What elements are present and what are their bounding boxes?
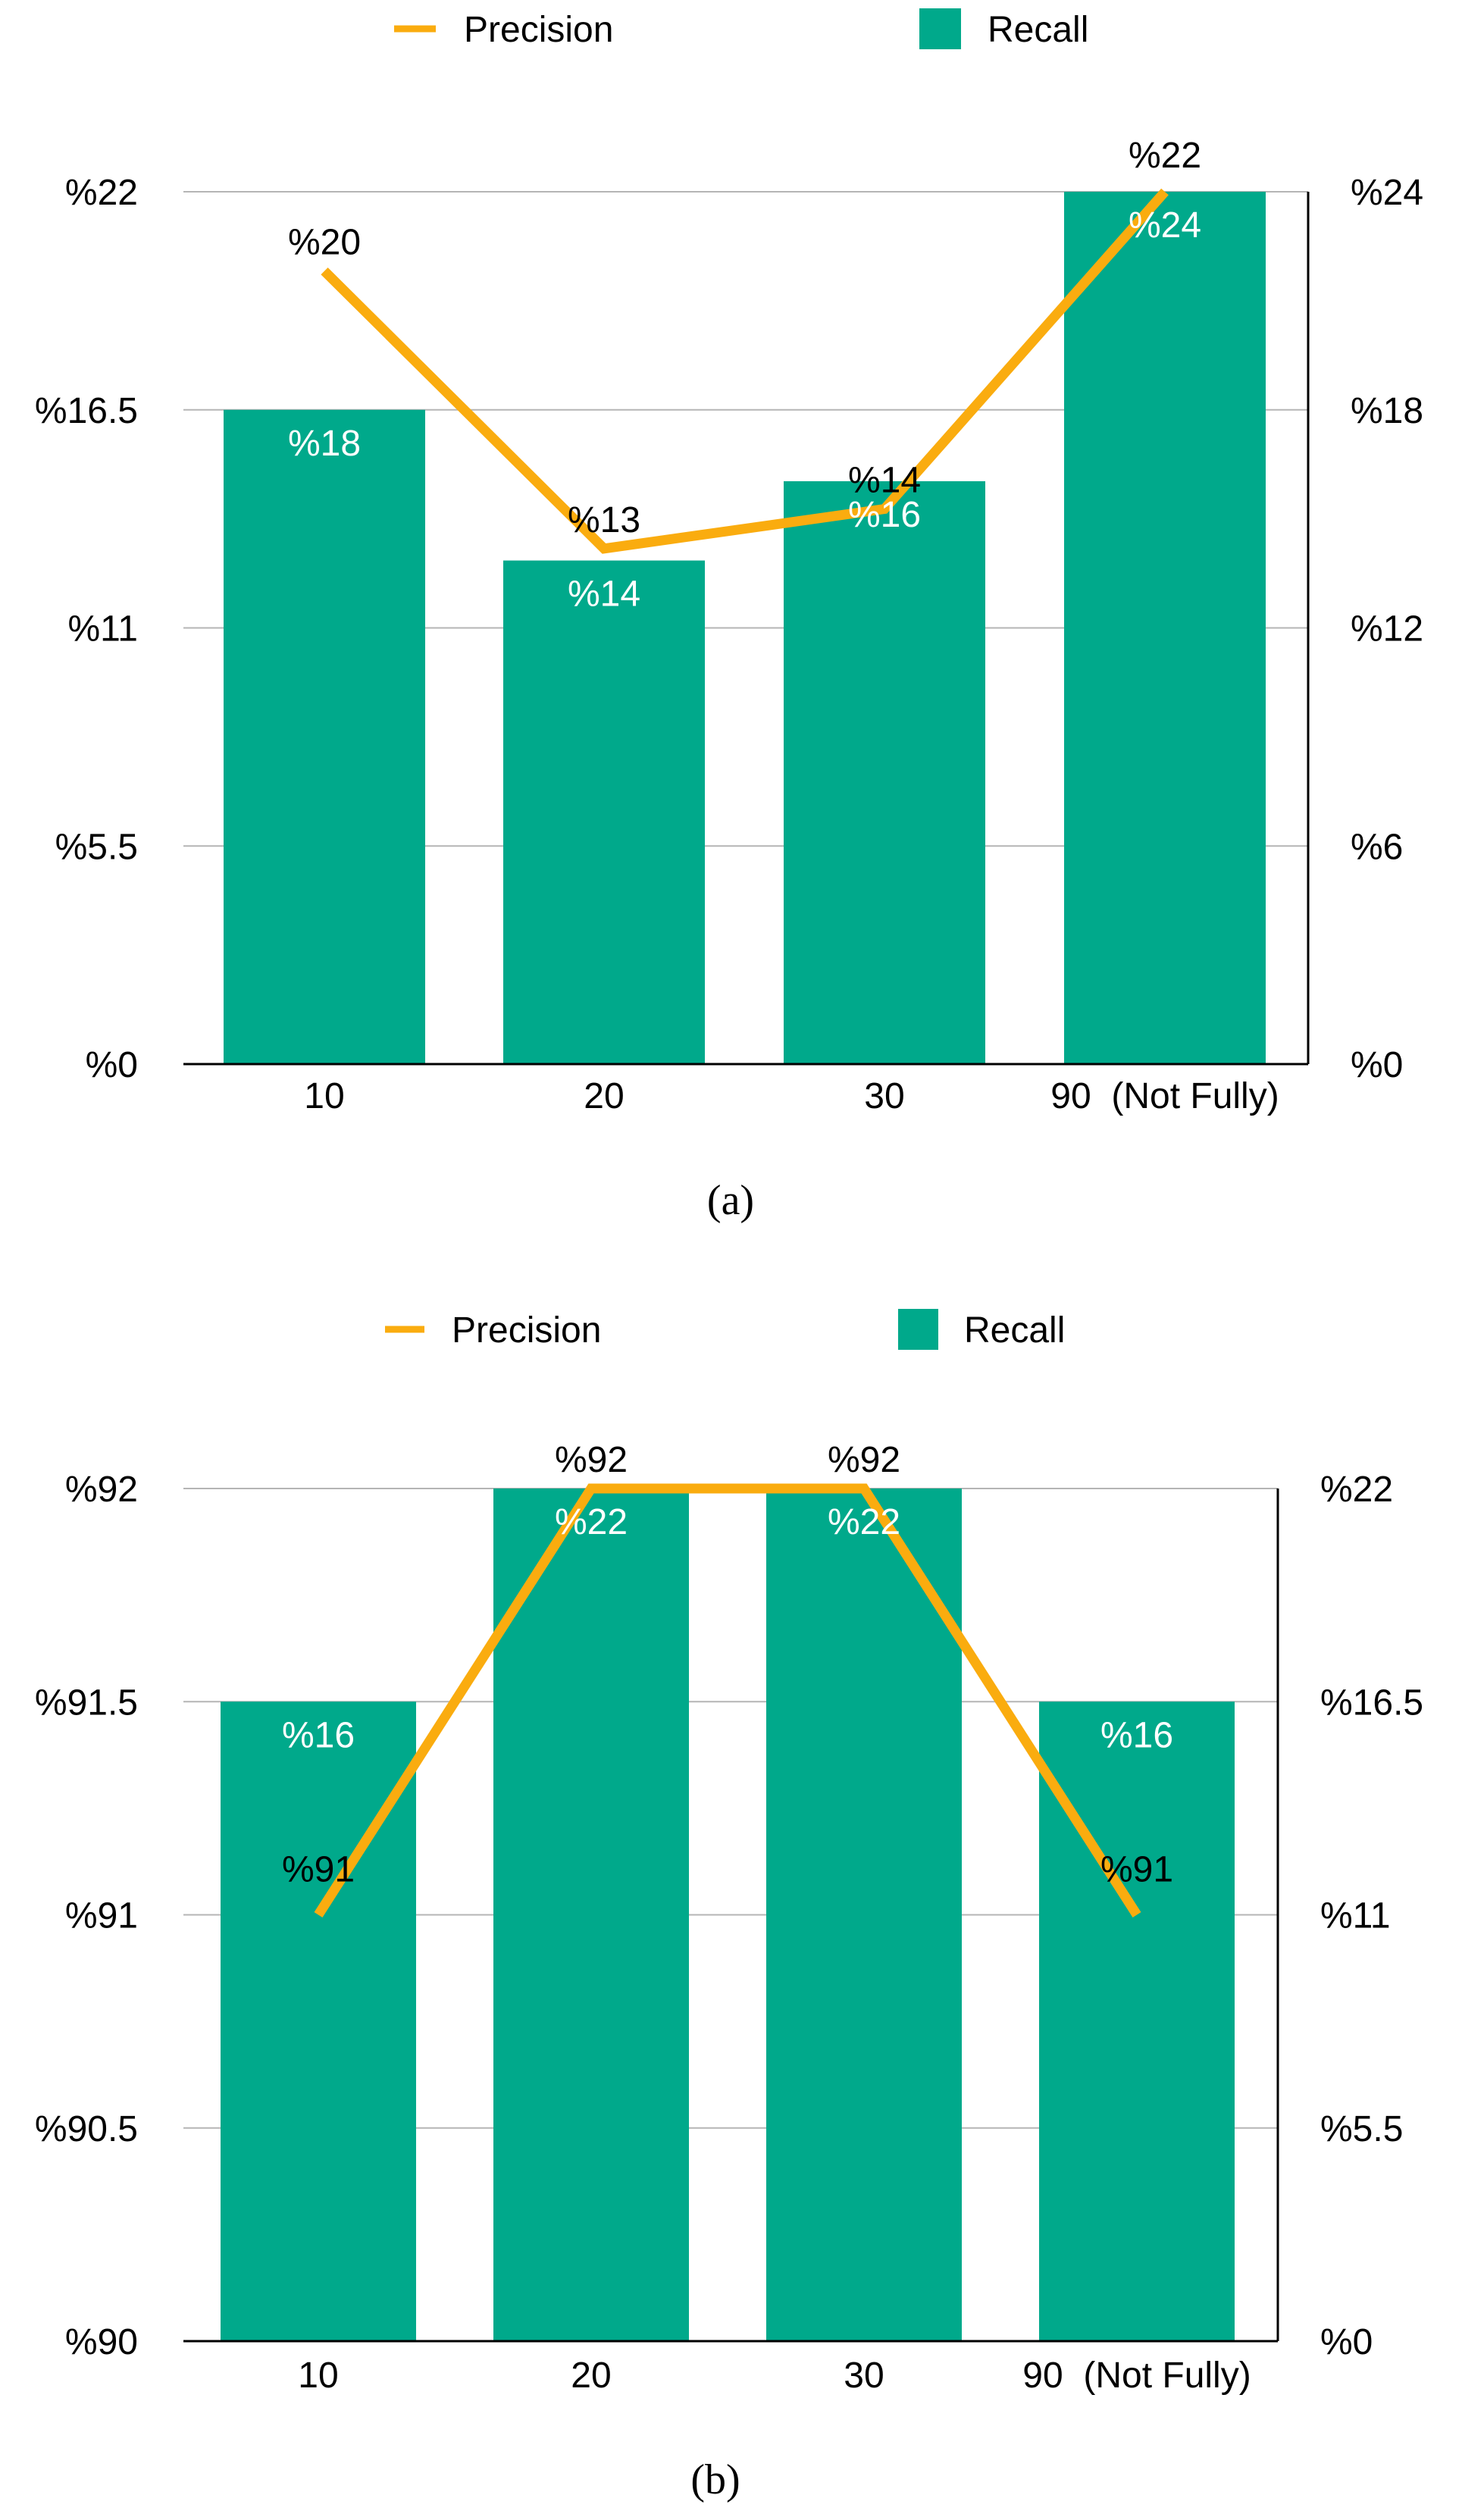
- left-axis-tick-label: %11: [67, 609, 138, 650]
- right-axis-tick-label: %12: [1351, 609, 1423, 650]
- category-label: 30: [844, 2356, 884, 2396]
- right-axis-tick-label: %0: [1351, 1045, 1403, 1085]
- recall-data-label: %22: [828, 1502, 900, 1542]
- precision-data-label: %92: [555, 1440, 628, 1480]
- right-axis-tick-label: %0: [1320, 2322, 1373, 2362]
- recall-data-label: %16: [282, 1715, 355, 1755]
- category-label: 10: [304, 1076, 344, 1116]
- legend-recall-swatch: [919, 8, 961, 49]
- recall-bar: [1064, 192, 1266, 1064]
- left-axis-tick-label: %16.5: [35, 391, 138, 431]
- chart-panel-b: Precision Recall %90 %90.5 %91 %91.5 %92 %0 %5.5…: [35, 1309, 1423, 2503]
- recall-data-label: %18: [288, 424, 361, 464]
- precision-data-label: %91: [282, 1850, 355, 1890]
- panel-caption: (b): [690, 2456, 740, 2503]
- right-axis-tick-label: %5.5: [1320, 2109, 1403, 2149]
- panel-caption: (a): [707, 1177, 754, 1224]
- precision-data-label: %92: [828, 1440, 900, 1480]
- precision-data-label: %20: [288, 223, 361, 263]
- recall-data-label: %16: [848, 495, 921, 535]
- recall-bar: [1039, 1701, 1235, 2341]
- right-axis-tick-label: %11: [1320, 1896, 1391, 1936]
- legend-recall-swatch: [898, 1309, 938, 1350]
- recall-bar: [766, 1489, 962, 2341]
- category-label: 20: [571, 2356, 611, 2396]
- left-axis-tick-label: %90.5: [35, 2109, 138, 2149]
- left-axis-tick-label: %0: [86, 1045, 138, 1085]
- right-axis-tick-label: %6: [1351, 827, 1403, 867]
- recall-data-label: %14: [568, 574, 640, 615]
- right-axis-tick-label: %18: [1351, 391, 1423, 431]
- recall-data-label: %16: [1100, 1715, 1173, 1755]
- left-axis-tick-label: %5.5: [55, 827, 138, 867]
- precision-data-label: %22: [1129, 136, 1201, 176]
- category-label: 90 (Not Fully): [1022, 2356, 1251, 2396]
- recall-data-label: %22: [555, 1502, 628, 1542]
- precision-line: [314, 1483, 1141, 1918]
- precision-data-label: %14: [848, 461, 921, 501]
- precision-data-label: %91: [1100, 1850, 1173, 1890]
- category-label: 20: [584, 1076, 624, 1116]
- category-label: 90 (Not Fully): [1050, 1076, 1279, 1116]
- recall-data-label: %24: [1129, 205, 1201, 246]
- recall-bar: [503, 560, 705, 1064]
- recall-bar: [224, 409, 425, 1064]
- recall-bar: [221, 1701, 416, 2341]
- category-label: 30: [864, 1076, 904, 1116]
- precision-data-label: %13: [568, 500, 640, 540]
- chart-panel-a: Precision Recall %0 %5.5 %11 %16.5 %22 %0 %6 %12%…: [35, 8, 1423, 1224]
- right-axis-tick-label: %16.5: [1320, 1683, 1423, 1723]
- left-axis-tick-label: %22: [65, 173, 138, 213]
- left-axis-tick-label: %92: [65, 1470, 138, 1510]
- legend-precision-label: Precision: [464, 10, 613, 50]
- recall-bar: [784, 481, 985, 1064]
- precision-line: [321, 188, 1169, 554]
- left-axis-tick-label: %91.5: [35, 1683, 138, 1723]
- left-axis-tick-label: %91: [65, 1896, 138, 1936]
- legend-recall-label: Recall: [988, 10, 1088, 50]
- left-axis-tick-label: %90: [65, 2322, 138, 2362]
- category-label: 10: [298, 2356, 338, 2396]
- recall-bar: [493, 1489, 689, 2341]
- legend-precision-label: Precision: [452, 1310, 601, 1351]
- right-axis-tick-label: %22: [1320, 1470, 1393, 1510]
- right-axis-tick-label: %24: [1351, 173, 1423, 213]
- legend-recall-label: Recall: [964, 1310, 1065, 1351]
